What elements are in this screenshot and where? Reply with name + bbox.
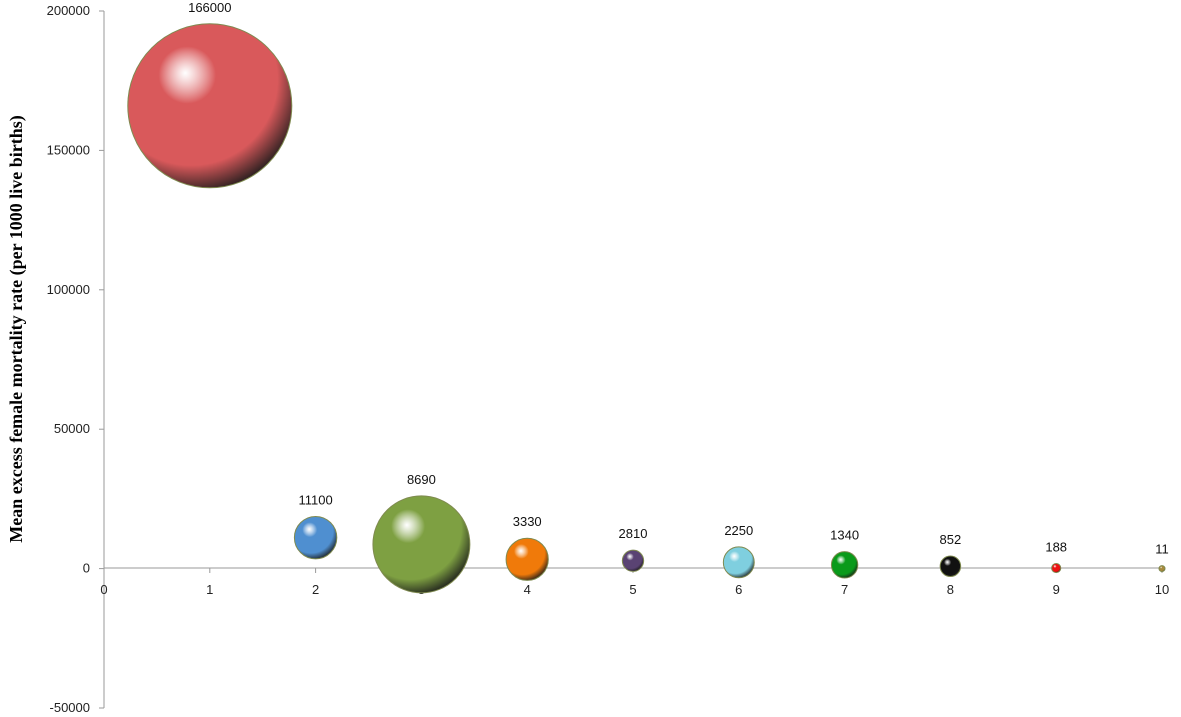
x-tick-label: 9 [1053,582,1060,597]
data-label: 3330 [513,514,542,529]
x-tick-label: 0 [100,582,107,597]
bubble-1340 [830,551,859,579]
x-tick-label: 7 [841,582,848,597]
x-tick-label: 4 [524,582,531,597]
data-label: 2810 [619,526,648,541]
bubble-8690 [372,495,471,594]
x-tick-label: 2 [312,582,319,597]
x-tick-label: 8 [947,582,954,597]
data-label: 11 [1155,542,1169,557]
data-label: 188 [1045,539,1067,554]
data-label: 8690 [407,472,436,487]
x-tick-label: 5 [629,582,636,597]
bubble-11100 [293,515,338,560]
y-tick-label: 150000 [47,142,90,157]
data-labels: 166000 11100 8690 3330 2810 2250 1340 852 188 11 [188,0,1169,557]
y-tick-label: -50000 [50,700,90,715]
data-label: 1340 [830,528,859,543]
bubble-3330 [505,537,549,581]
x-tick-label: 1 [206,582,213,597]
data-label: 852 [940,532,962,547]
x-tick-label: 10 [1155,582,1169,597]
data-label: 2250 [724,523,753,538]
bubble-166000 [127,23,293,189]
y-tick-label: 50000 [54,421,90,436]
y-tick-labels: 200000 150000 100000 50000 0 -50000 [47,3,104,715]
bubble-2810 [621,549,645,572]
y-tick-label: 0 [83,561,90,576]
bubble-188 [1051,562,1062,574]
y-tick-label: 100000 [47,282,90,297]
bubble-852 [939,555,962,577]
y-axis-label: Mean excess female mortality rate (per 1… [6,115,27,543]
bubble-11 [1158,565,1166,573]
bubbles [127,23,1166,594]
data-label: 166000 [188,0,231,15]
data-label: 11100 [298,492,332,507]
x-tick-labels: 012345678910 [100,568,1169,597]
y-tick-label: 200000 [47,3,90,18]
bubble-2250 [722,546,755,579]
x-tick-label: 6 [735,582,742,597]
